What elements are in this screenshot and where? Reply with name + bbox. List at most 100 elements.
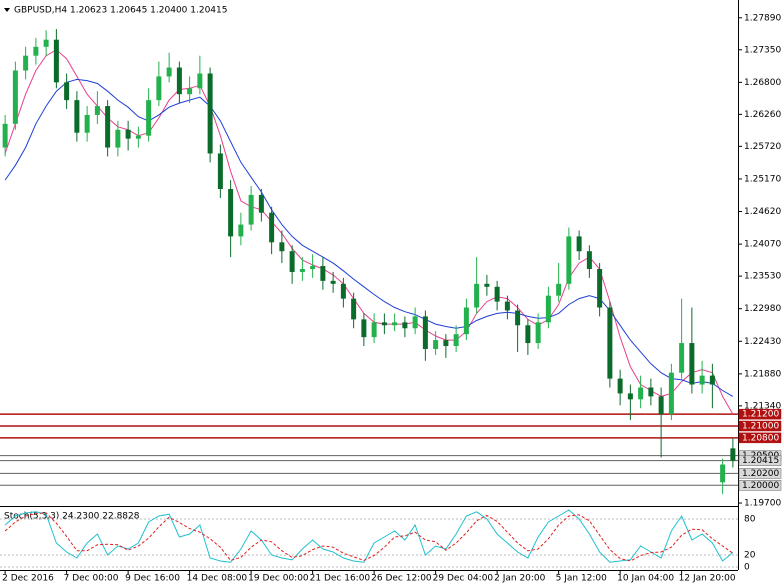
candle-body bbox=[43, 39, 49, 47]
candle-body bbox=[689, 343, 695, 385]
candle-body bbox=[115, 129, 121, 148]
candle-body bbox=[381, 322, 387, 326]
candle-body bbox=[556, 283, 562, 296]
x-tick-label: 5 Jan 12:00 bbox=[556, 574, 608, 584]
candle-body bbox=[289, 251, 295, 272]
y-tick-label: 1.21340 bbox=[744, 401, 781, 411]
level-label-box bbox=[738, 420, 782, 432]
candle-body bbox=[248, 194, 254, 225]
level-label: 1.20200 bbox=[742, 469, 779, 479]
candle-body bbox=[105, 106, 111, 148]
candle-body bbox=[330, 280, 336, 284]
stoch-tick-label: 20 bbox=[744, 551, 756, 561]
x-tick-label: 10 Jan 04:00 bbox=[617, 574, 674, 584]
x-tick-label: 2 Dec 2016 bbox=[2, 574, 54, 584]
level-label-box bbox=[738, 480, 782, 491]
candle-body bbox=[228, 189, 234, 237]
candle-body bbox=[340, 283, 346, 299]
candle-body bbox=[586, 251, 592, 269]
candle-body bbox=[453, 334, 459, 347]
candle-body bbox=[2, 123, 8, 148]
candle-body bbox=[12, 70, 18, 124]
candle-body bbox=[699, 375, 705, 385]
candle-body bbox=[402, 322, 408, 329]
candle-body bbox=[525, 325, 531, 344]
candle-body bbox=[187, 88, 193, 95]
candle-body bbox=[94, 106, 100, 115]
level-label: 1.20000 bbox=[742, 481, 779, 491]
level-label: 1.21000 bbox=[742, 422, 779, 432]
candle-body bbox=[484, 283, 490, 287]
candle-body bbox=[668, 372, 674, 415]
candle-body bbox=[258, 194, 264, 213]
candle-body bbox=[658, 396, 664, 415]
level-label: 1.21200 bbox=[742, 410, 779, 420]
candle-body bbox=[597, 268, 603, 308]
candle-body bbox=[535, 322, 541, 344]
candle-body bbox=[463, 307, 469, 335]
candle-body bbox=[679, 343, 685, 373]
chart-title: GBPUSD,H4 1.20623 1.20645 1.20400 1.2041… bbox=[14, 6, 227, 16]
x-tick-label: 21 Dec 16:00 bbox=[310, 574, 371, 584]
candle-body bbox=[720, 464, 726, 483]
candle-body bbox=[515, 310, 521, 326]
y-tick-label: 1.27890 bbox=[744, 13, 781, 23]
y-tick-label: 1.21880 bbox=[744, 369, 781, 379]
candle-body bbox=[709, 375, 715, 385]
candle-body bbox=[238, 224, 244, 237]
candle-body bbox=[207, 73, 213, 154]
candle-body bbox=[125, 129, 131, 139]
candle-body bbox=[135, 135, 141, 139]
level-label-box bbox=[738, 455, 782, 466]
candle-body bbox=[146, 100, 152, 136]
candle-body bbox=[412, 316, 418, 329]
candle-body bbox=[730, 448, 736, 461]
candle-body bbox=[474, 283, 480, 308]
candle-body bbox=[279, 242, 285, 252]
candle-body bbox=[74, 100, 80, 133]
y-tick-label: 1.24070 bbox=[744, 240, 781, 250]
candle-body bbox=[545, 295, 551, 323]
candle-body bbox=[576, 236, 582, 252]
x-tick-label: 26 Dec 12:00 bbox=[371, 574, 432, 584]
candle-body bbox=[361, 319, 367, 338]
candle-body bbox=[197, 73, 203, 89]
y-tick-label: 1.25170 bbox=[744, 174, 781, 184]
candle-body bbox=[299, 268, 305, 272]
candle-body bbox=[443, 340, 449, 347]
level-label-box bbox=[738, 408, 782, 420]
x-tick-label: 9 Dec 16:00 bbox=[125, 574, 180, 584]
candle-body bbox=[320, 266, 326, 281]
title-icon bbox=[4, 8, 10, 12]
candle-body bbox=[433, 340, 439, 349]
candle-body bbox=[176, 67, 182, 95]
candle-body bbox=[84, 114, 90, 133]
candle-body bbox=[33, 46, 39, 56]
candle-body bbox=[617, 378, 623, 394]
y-tick-label: 1.19700 bbox=[744, 499, 781, 509]
candle-body bbox=[23, 55, 29, 71]
candle-body bbox=[64, 82, 70, 101]
candle-body bbox=[351, 298, 357, 320]
candle-body bbox=[648, 387, 654, 397]
y-tick-label: 1.23530 bbox=[744, 272, 781, 282]
y-tick-label: 1.22980 bbox=[744, 304, 781, 314]
y-tick-label: 1.26800 bbox=[744, 78, 781, 88]
candle-body bbox=[566, 236, 572, 284]
candle-body bbox=[53, 39, 59, 83]
level-label-box bbox=[738, 468, 782, 479]
x-tick-label: 19 Dec 00:00 bbox=[248, 574, 309, 584]
x-tick-label: 7 Dec 00:00 bbox=[64, 574, 119, 584]
candle-body bbox=[392, 322, 398, 326]
candle-body bbox=[217, 153, 223, 190]
stoch-signal bbox=[4, 512, 734, 562]
candle-body bbox=[156, 76, 162, 101]
candle-body bbox=[422, 316, 428, 349]
stoch-tick-label: 0 bbox=[744, 563, 750, 573]
candle-body bbox=[504, 301, 510, 311]
candle-body bbox=[607, 307, 613, 379]
y-tick-label: 1.26260 bbox=[744, 110, 781, 120]
x-tick-label: 29 Dec 04:00 bbox=[433, 574, 494, 584]
